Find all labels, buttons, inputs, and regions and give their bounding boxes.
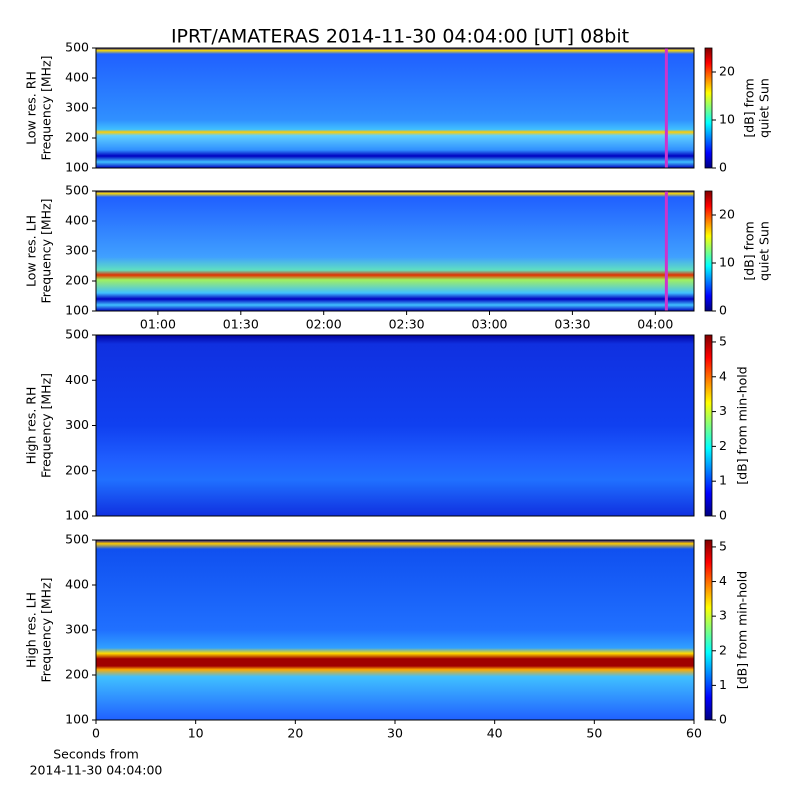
colorbar — [704, 190, 713, 312]
y-tick-label: 200 — [65, 130, 89, 145]
x-tick-label: 02:00 — [306, 317, 342, 332]
colorbar — [704, 334, 713, 517]
colorbar-tick-label: 0 — [719, 508, 727, 523]
colorbar-tick-label: 3 — [719, 608, 727, 623]
x-tick-label: 01:30 — [223, 317, 259, 332]
colorbar-label: quiet Sun — [757, 221, 772, 281]
x-axis-label: 2014-11-30 04:04:00 — [30, 763, 163, 778]
y-tick-label: 500 — [65, 327, 89, 342]
x-tick-label: 0 — [92, 726, 100, 741]
spectrogram — [96, 335, 694, 516]
y-tick-label: 300 — [65, 243, 89, 258]
figure-title: IPRT/AMATERAS 2014-11-30 04:04:00 [UT] 0… — [171, 26, 629, 48]
colorbar-tick-label: 2 — [719, 438, 727, 453]
colorbar-tick-label: 0 — [719, 712, 727, 727]
colorbar-tick-label: 0 — [719, 303, 727, 318]
colorbar-tick-label: 4 — [719, 368, 727, 383]
colorbar-tick-label: 3 — [719, 403, 727, 418]
y-tick-label: 200 — [65, 462, 89, 477]
colorbar-tick-label: 1 — [719, 677, 727, 692]
colorbar-tick-label: 20 — [719, 207, 735, 222]
colorbar-tick-label: 1 — [719, 473, 727, 488]
colorbar-tick-label: 5 — [719, 333, 727, 348]
colorbar-tick-label: 4 — [719, 573, 727, 588]
colorbar-tick-label: 2 — [719, 642, 727, 657]
y-axis-label: Frequency [MHz] — [39, 373, 54, 478]
y-axis-label: Frequency [MHz] — [39, 198, 54, 303]
x-tick-label: 60 — [686, 726, 702, 741]
x-tick-label: 03:00 — [471, 317, 507, 332]
spectrogram — [96, 48, 694, 168]
x-tick-label: 02:30 — [389, 317, 425, 332]
x-tick-label: 30 — [387, 726, 403, 741]
colorbar-label: [dB] from — [742, 221, 757, 280]
y-tick-label: 400 — [65, 213, 89, 228]
y-tick-label: 100 — [65, 160, 89, 175]
y-axis-label: Low res. RH — [24, 71, 39, 145]
y-tick-label: 400 — [65, 372, 89, 387]
colorbar-tick-label: 0 — [719, 160, 727, 175]
y-axis-label: Frequency [MHz] — [39, 55, 54, 160]
colorbar-label: [dB] from — [742, 78, 757, 137]
colorbar-tick-label: 5 — [719, 538, 727, 553]
x-tick-label: 40 — [487, 726, 503, 741]
colorbar — [704, 47, 713, 169]
y-tick-label: 500 — [65, 183, 89, 198]
x-tick-label: 20 — [287, 726, 303, 741]
y-tick-label: 100 — [65, 712, 89, 727]
y-tick-label: 100 — [65, 303, 89, 318]
y-tick-label: 400 — [65, 577, 89, 592]
colorbar-tick-label: 20 — [719, 64, 735, 79]
y-tick-label: 400 — [65, 70, 89, 85]
spectrogram — [96, 191, 694, 311]
spectrogram — [96, 540, 694, 720]
y-axis-label: Frequency [MHz] — [39, 577, 54, 682]
x-tick-label: 01:00 — [140, 317, 176, 332]
colorbar-label: [dB] from min-hold — [735, 571, 750, 689]
y-tick-label: 200 — [65, 273, 89, 288]
y-tick-label: 300 — [65, 417, 89, 432]
x-tick-label: 04:00 — [637, 317, 673, 332]
y-axis-label: High res. RH — [24, 387, 39, 465]
colorbar-tick-label: 10 — [719, 255, 735, 270]
y-axis-label: High res. LH — [24, 592, 39, 668]
colorbar-tick-label: 10 — [719, 112, 735, 127]
y-tick-label: 500 — [65, 532, 89, 547]
x-tick-label: 03:30 — [554, 317, 590, 332]
y-tick-label: 100 — [65, 508, 89, 523]
colorbar — [704, 539, 713, 721]
y-tick-label: 300 — [65, 100, 89, 115]
x-axis-label: Seconds from — [53, 747, 139, 762]
x-tick-label: 10 — [188, 726, 204, 741]
y-tick-label: 500 — [65, 40, 89, 55]
y-tick-label: 300 — [65, 622, 89, 637]
y-tick-label: 200 — [65, 667, 89, 682]
y-axis-label: Low res. LH — [24, 215, 39, 287]
colorbar-label: quiet Sun — [757, 78, 772, 138]
x-tick-label: 50 — [586, 726, 602, 741]
colorbar-label: [dB] from min-hold — [735, 366, 750, 484]
